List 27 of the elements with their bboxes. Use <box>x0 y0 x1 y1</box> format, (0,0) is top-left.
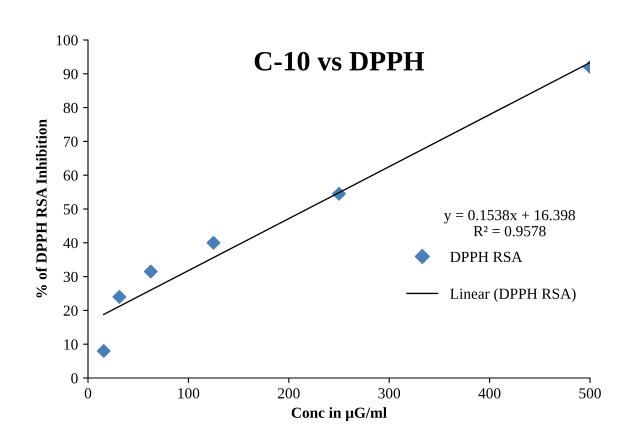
y-tick-label: 30 <box>64 272 78 282</box>
x-axis-title: Conc in μG/ml <box>292 407 387 421</box>
y-tick-label: 70 <box>64 136 78 147</box>
y-tick-label: 50 <box>64 204 78 214</box>
point <box>96 344 111 358</box>
y-tick-label: 80 <box>64 102 78 114</box>
y-tick-label: 60 <box>64 170 78 181</box>
y-tick-label: 10 <box>64 339 78 350</box>
point <box>144 264 158 278</box>
y-tick-label: 100 <box>56 35 78 46</box>
point <box>112 290 126 304</box>
x-tick-label: 500 <box>579 388 601 398</box>
y-tick-label: 20 <box>64 306 78 316</box>
legend-label: Linear (DPPH RSA) <box>450 288 576 302</box>
point <box>206 236 220 250</box>
x-tick-label: 300 <box>378 388 400 398</box>
y-axis-title: % of DPPH RSA Inhibition <box>36 119 47 298</box>
y-tick-label: 0 <box>71 373 78 384</box>
y-tick-label: 90 <box>63 68 78 80</box>
x-tick-label: 100 <box>178 388 200 398</box>
x-tick-label: 0 <box>84 388 92 398</box>
y-tick-label: 40 <box>63 238 78 248</box>
annotation: y = 0.1538x + 16.398 R² = 0.9578 <box>444 210 576 236</box>
legend-label: DPPH RSA <box>450 252 522 262</box>
x-tick-label: 400 <box>478 388 500 398</box>
chart-title: C-10 vs DPPH <box>254 52 424 71</box>
x-tick-label: 200 <box>278 388 300 398</box>
